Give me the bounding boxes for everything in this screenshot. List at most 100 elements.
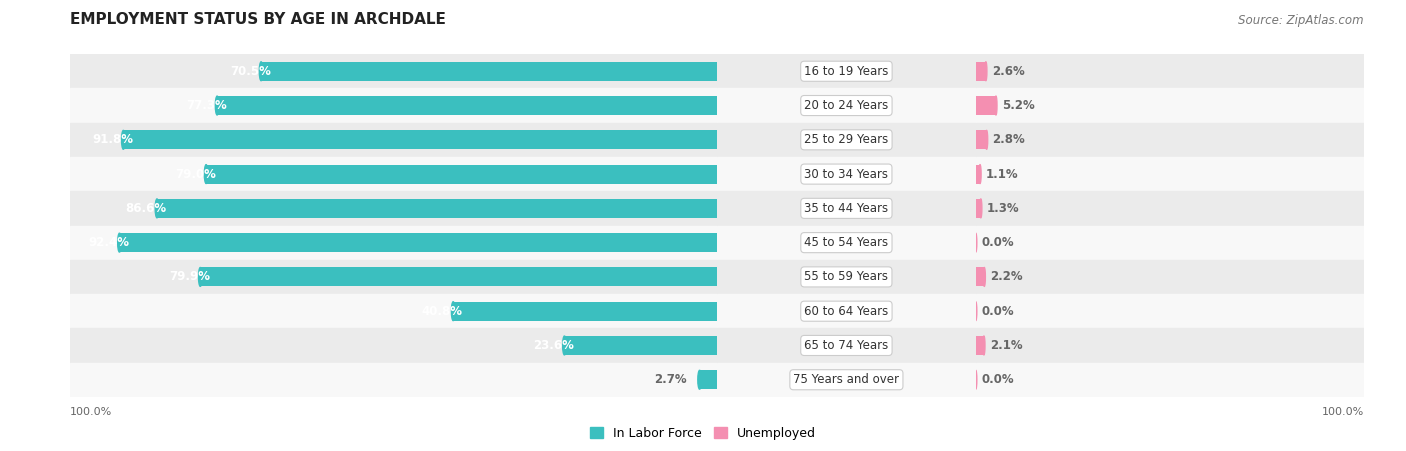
Text: 79.0%: 79.0% bbox=[174, 168, 217, 180]
Bar bbox=[717, 328, 976, 363]
Text: 70.5%: 70.5% bbox=[231, 65, 271, 78]
Bar bbox=[70, 123, 717, 157]
Bar bbox=[157, 199, 717, 218]
Bar bbox=[976, 157, 1364, 191]
Text: Source: ZipAtlas.com: Source: ZipAtlas.com bbox=[1239, 14, 1364, 27]
Text: 77.3%: 77.3% bbox=[186, 99, 226, 112]
Bar bbox=[70, 226, 717, 260]
Bar bbox=[564, 336, 717, 355]
Bar bbox=[717, 88, 976, 123]
Text: 86.6%: 86.6% bbox=[125, 202, 167, 215]
Legend: In Labor Force, Unemployed: In Labor Force, Unemployed bbox=[585, 422, 821, 445]
Text: 2.8%: 2.8% bbox=[993, 133, 1025, 146]
Bar bbox=[717, 123, 976, 157]
Bar bbox=[70, 260, 717, 294]
Text: 5.2%: 5.2% bbox=[1001, 99, 1035, 112]
Text: 0.0%: 0.0% bbox=[981, 236, 1014, 249]
Bar bbox=[976, 96, 995, 115]
Text: 30 to 34 Years: 30 to 34 Years bbox=[804, 168, 889, 180]
Bar bbox=[120, 233, 717, 252]
Text: 92.4%: 92.4% bbox=[89, 236, 129, 249]
Circle shape bbox=[118, 233, 121, 252]
Text: 55 to 59 Years: 55 to 59 Years bbox=[804, 271, 889, 283]
Bar bbox=[717, 157, 976, 191]
Bar bbox=[70, 328, 717, 363]
Text: 16 to 19 Years: 16 to 19 Years bbox=[804, 65, 889, 78]
Circle shape bbox=[983, 336, 986, 355]
Circle shape bbox=[984, 62, 987, 81]
Text: 60 to 64 Years: 60 to 64 Years bbox=[804, 305, 889, 318]
Text: 100.0%: 100.0% bbox=[1322, 407, 1364, 417]
Circle shape bbox=[974, 370, 977, 389]
Text: 2.1%: 2.1% bbox=[990, 339, 1022, 352]
Bar bbox=[976, 123, 1364, 157]
Text: 0.0%: 0.0% bbox=[981, 305, 1014, 318]
Circle shape bbox=[974, 302, 977, 321]
Text: 20 to 24 Years: 20 to 24 Years bbox=[804, 99, 889, 112]
Bar bbox=[217, 96, 717, 115]
Bar bbox=[976, 191, 1364, 226]
Bar bbox=[70, 363, 717, 397]
Circle shape bbox=[121, 130, 125, 149]
Text: 2.6%: 2.6% bbox=[991, 65, 1025, 78]
Circle shape bbox=[983, 267, 986, 286]
Circle shape bbox=[215, 96, 219, 115]
Text: 35 to 44 Years: 35 to 44 Years bbox=[804, 202, 889, 215]
Bar bbox=[200, 267, 717, 286]
Bar bbox=[717, 226, 976, 260]
Circle shape bbox=[995, 96, 997, 115]
Text: 45 to 54 Years: 45 to 54 Years bbox=[804, 236, 889, 249]
Bar bbox=[262, 62, 717, 81]
Bar bbox=[717, 260, 976, 294]
Bar bbox=[976, 363, 1364, 397]
Bar bbox=[70, 88, 717, 123]
Circle shape bbox=[986, 130, 987, 149]
Text: 91.8%: 91.8% bbox=[91, 133, 134, 146]
Text: 2.7%: 2.7% bbox=[654, 373, 686, 386]
Bar bbox=[717, 191, 976, 226]
Bar bbox=[453, 302, 717, 321]
Circle shape bbox=[198, 267, 202, 286]
Bar bbox=[976, 199, 981, 218]
Bar bbox=[976, 328, 1364, 363]
Text: 1.3%: 1.3% bbox=[987, 202, 1019, 215]
Text: 2.2%: 2.2% bbox=[990, 271, 1022, 283]
Bar bbox=[976, 54, 1364, 88]
Bar bbox=[717, 294, 976, 328]
Circle shape bbox=[562, 336, 567, 355]
Bar bbox=[976, 267, 984, 286]
Bar bbox=[976, 165, 980, 184]
Circle shape bbox=[697, 370, 702, 389]
Text: 1.1%: 1.1% bbox=[986, 168, 1018, 180]
Bar bbox=[976, 260, 1364, 294]
Bar bbox=[70, 54, 717, 88]
Bar bbox=[976, 62, 986, 81]
Text: EMPLOYMENT STATUS BY AGE IN ARCHDALE: EMPLOYMENT STATUS BY AGE IN ARCHDALE bbox=[70, 12, 446, 27]
Text: 100.0%: 100.0% bbox=[70, 407, 112, 417]
Bar bbox=[976, 88, 1364, 123]
Bar bbox=[70, 157, 717, 191]
Bar bbox=[717, 363, 976, 397]
Circle shape bbox=[980, 199, 981, 218]
Bar bbox=[976, 336, 984, 355]
Text: 40.8%: 40.8% bbox=[422, 305, 463, 318]
Text: 79.9%: 79.9% bbox=[169, 271, 209, 283]
Circle shape bbox=[204, 165, 208, 184]
Circle shape bbox=[974, 233, 977, 252]
Bar bbox=[124, 130, 717, 149]
Bar bbox=[700, 370, 717, 389]
Bar bbox=[717, 54, 976, 88]
Bar bbox=[70, 294, 717, 328]
Bar bbox=[976, 130, 987, 149]
Text: 65 to 74 Years: 65 to 74 Years bbox=[804, 339, 889, 352]
Bar bbox=[207, 165, 717, 184]
Circle shape bbox=[259, 62, 263, 81]
Bar bbox=[976, 226, 1364, 260]
Text: 0.0%: 0.0% bbox=[981, 373, 1014, 386]
Circle shape bbox=[979, 165, 981, 184]
Bar bbox=[70, 191, 717, 226]
Bar bbox=[976, 294, 1364, 328]
Text: 25 to 29 Years: 25 to 29 Years bbox=[804, 133, 889, 146]
Text: 75 Years and over: 75 Years and over bbox=[793, 373, 900, 386]
Circle shape bbox=[155, 199, 159, 218]
